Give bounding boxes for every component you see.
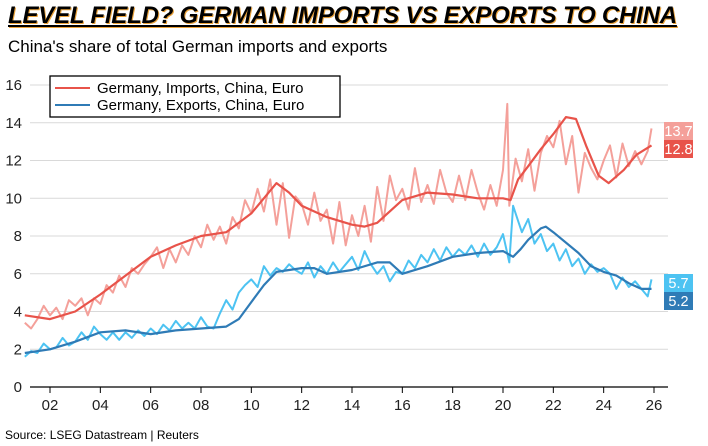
- end-label-text: 5.7: [668, 276, 688, 292]
- x-tick-label: 22: [545, 397, 562, 414]
- x-tick-label: 26: [646, 397, 663, 414]
- x-tick-label: 14: [344, 397, 361, 414]
- x-tick-label: 12: [293, 397, 310, 414]
- end-label-text: 13.7: [664, 124, 692, 140]
- exports-trend-line: [24, 225, 652, 355]
- legend: Germany, Imports, China, Euro Germany, E…: [49, 75, 341, 118]
- x-tick-label: 18: [444, 397, 461, 414]
- x-tick-label: 20: [495, 397, 512, 414]
- legend-label-imports: Germany, Imports, China, Euro: [97, 80, 303, 97]
- x-tick-label: 24: [595, 397, 612, 414]
- x-tick-label: 16: [394, 397, 411, 414]
- chart-subtitle: China's share of total German imports an…: [8, 37, 388, 56]
- series-lines: [24, 102, 653, 358]
- chart-title: LEVEL FIELD? GERMAN IMPORTS VS EXPORTS T…: [8, 2, 677, 29]
- y-tick-label: 6: [14, 266, 22, 283]
- x-tick-label: 06: [142, 397, 159, 414]
- x-tick-label: 02: [42, 397, 59, 414]
- y-tick-label: 4: [14, 304, 22, 321]
- x-tick-label: 04: [92, 397, 109, 414]
- end-label-box: [664, 140, 693, 158]
- legend-box: [49, 75, 341, 118]
- end-label-imports-monthly: 13.7: [664, 122, 693, 140]
- gridlines: [30, 84, 668, 350]
- y-axis-ticks: 0 2 4 6 8 10 12 14 16: [5, 77, 22, 396]
- y-tick-label: 16: [5, 77, 22, 94]
- end-label-box: [664, 274, 693, 292]
- y-tick-label: 12: [5, 153, 22, 170]
- end-label-box: [664, 292, 693, 310]
- x-tick-label: 10: [243, 397, 260, 414]
- y-tick-label: 8: [14, 228, 22, 245]
- end-label-exports-monthly: 5.7: [664, 274, 693, 292]
- y-tick-label: 2: [14, 341, 22, 358]
- x-axis: 02 04 06 08 10 12 14 16 18 20 22 24 26: [30, 386, 668, 414]
- imports-monthly-line: [24, 102, 653, 330]
- end-label-text: 12.8: [664, 142, 692, 158]
- y-tick-label: 10: [5, 190, 22, 207]
- end-labels: 13.7 12.8 5.7 5.2: [664, 122, 693, 310]
- source-note: Source: LSEG Datastream | Reuters: [5, 428, 199, 442]
- exports-monthly-line: [24, 204, 653, 358]
- y-tick-label: 14: [5, 115, 22, 132]
- legend-label-exports: Germany, Exports, China, Euro: [97, 97, 304, 114]
- x-tick-label: 08: [193, 397, 210, 414]
- end-label-text: 5.2: [668, 294, 688, 310]
- imports-trend-line: [24, 115, 653, 321]
- y-tick-label: 0: [14, 379, 22, 396]
- end-label-exports-trend: 5.2: [664, 292, 693, 310]
- end-label-box: [664, 122, 693, 140]
- end-label-imports-trend: 12.8: [664, 140, 693, 158]
